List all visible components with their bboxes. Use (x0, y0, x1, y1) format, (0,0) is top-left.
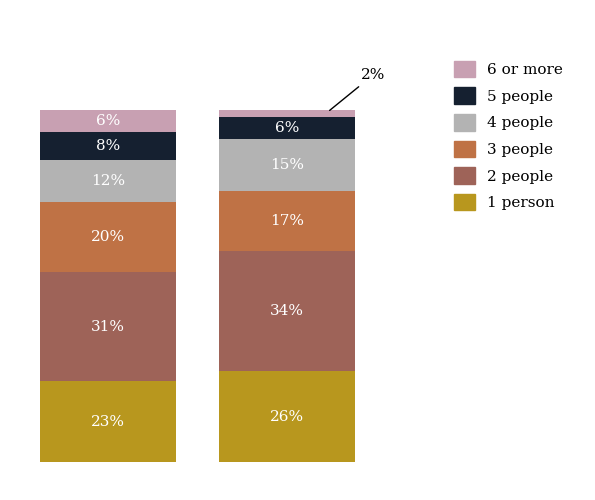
Text: 20%: 20% (91, 230, 126, 244)
Bar (40, 132, 176, 160)
Bar (219, 192, 355, 251)
Bar (219, 251, 355, 371)
Text: 15%: 15% (270, 158, 304, 172)
Text: 17%: 17% (270, 214, 304, 228)
Legend: 6 or more, 5 people, 4 people, 3 people, 2 people, 1 person: 6 or more, 5 people, 4 people, 3 people,… (453, 61, 563, 210)
Text: 6%: 6% (96, 114, 120, 128)
Bar (219, 371, 355, 462)
Bar (40, 272, 176, 382)
Bar (219, 118, 355, 139)
Text: 6%: 6% (275, 121, 299, 135)
Text: 12%: 12% (91, 174, 126, 188)
Text: 26%: 26% (270, 410, 304, 424)
Bar (40, 202, 176, 272)
Text: 23%: 23% (91, 415, 126, 429)
Bar (40, 160, 176, 202)
Text: 31%: 31% (91, 320, 126, 334)
Text: 2%: 2% (330, 68, 385, 110)
Text: 8%: 8% (96, 138, 120, 152)
Bar (40, 110, 176, 132)
Text: 34%: 34% (270, 304, 304, 318)
Bar (219, 110, 355, 117)
Bar (219, 138, 355, 192)
Bar (40, 382, 176, 462)
